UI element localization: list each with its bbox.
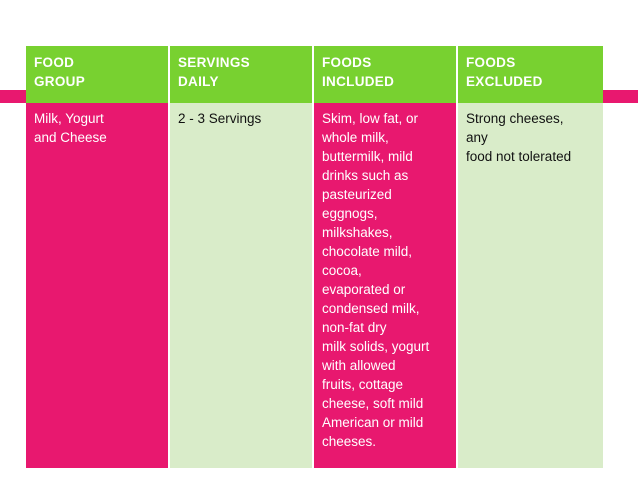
cell-servings: 2 - 3 Servings: [170, 103, 312, 468]
included-line: condensed milk,: [322, 301, 420, 316]
header-foods-excluded: FOODS EXCLUDED: [458, 46, 603, 103]
included-line: fruits, cottage: [322, 377, 404, 392]
included-line: eggnogs,: [322, 206, 378, 221]
cell-foods-excluded: Strong cheeses, any food not tolerated: [458, 103, 603, 468]
included-line: non-fat dry: [322, 320, 387, 335]
accent-bar-left: [0, 90, 26, 103]
included-line: milkshakes,: [322, 225, 393, 240]
cell-foods-included: Skim, low fat, or whole milk, buttermilk, …: [314, 103, 456, 468]
included-line: Skim, low fat, or: [322, 111, 419, 126]
included-line: pasteurized: [322, 187, 392, 202]
included-line: chocolate mild,: [322, 244, 413, 259]
included-line: with allowed: [322, 358, 396, 373]
included-line: whole milk,: [322, 130, 389, 145]
included-line: buttermilk, mild: [322, 149, 413, 164]
included-line: evaporated or: [322, 282, 406, 297]
included-line: drinks such as: [322, 168, 409, 183]
included-line: American or mild: [322, 415, 424, 430]
included-line: milk solids, yogurt: [322, 339, 430, 354]
cell-food-group: Milk, Yogurt and Cheese: [26, 103, 168, 468]
header-servings-daily: SERVINGS DAILY: [170, 46, 312, 103]
included-line: cheese, soft mild: [322, 396, 424, 411]
accent-bar-right: [603, 90, 638, 103]
header-foods-included: FOODS INCLUDED: [314, 46, 456, 103]
included-line: cocoa,: [322, 263, 362, 278]
included-line: cheeses.: [322, 434, 377, 449]
header-food-group: FOOD GROUP: [26, 46, 168, 103]
diet-table: FOOD GROUP SERVINGS DAILY FOODS INCLUDED…: [26, 46, 603, 468]
